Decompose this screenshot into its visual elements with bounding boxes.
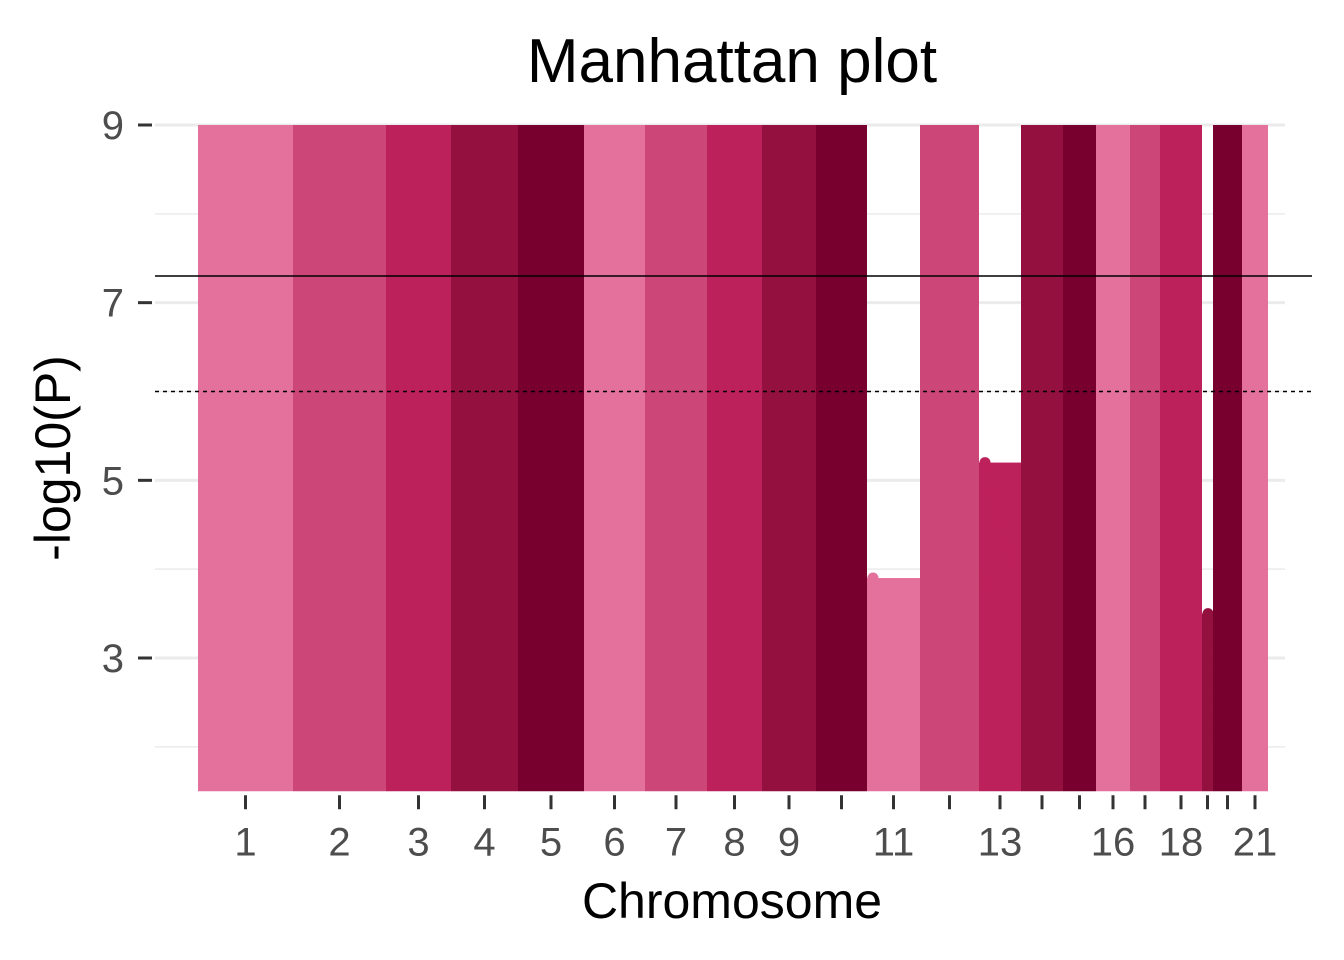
x-tick-label: 21 <box>1233 820 1278 864</box>
x-tick-label: 1 <box>234 820 256 864</box>
y-tick-label: 5 <box>102 459 124 503</box>
chromosome-13-outlier <box>979 457 991 469</box>
chromosome-10-points <box>816 125 867 792</box>
y-axis: 3 5 7 9 <box>102 104 152 681</box>
chromosome-8-points <box>707 125 762 792</box>
chromosome-13-outlier <box>998 525 1010 537</box>
chromosome-19-outlier <box>1202 689 1214 701</box>
y-tick-label: 7 <box>102 282 124 326</box>
chromosome-15-points <box>1063 125 1096 792</box>
x-tick-label: 8 <box>723 820 745 864</box>
chromosome-13-outlier <box>984 470 996 482</box>
chromosome-13-outlier <box>996 511 1008 523</box>
chromosome-18-points <box>1160 125 1202 792</box>
chromosome-11-outlier <box>872 696 884 708</box>
chromosome-19-outlier <box>1202 634 1214 646</box>
x-tick-label: 7 <box>665 820 687 864</box>
x-tick-label: 11 <box>873 820 915 864</box>
chromosome-17-points <box>1130 125 1160 792</box>
x-tick-label: 6 <box>603 820 625 864</box>
chromosome-5-points <box>518 125 584 792</box>
chromosome-19-outlier <box>1202 621 1214 633</box>
y-axis-title: -log10(P) <box>25 355 81 561</box>
chromosome-13-outlier <box>1003 538 1015 550</box>
chromosome-13-outlier <box>991 497 1003 509</box>
chromosome-16-points <box>1096 125 1130 792</box>
x-tick-label: 4 <box>473 820 495 864</box>
chromosome-11-outlier <box>867 572 879 584</box>
chromosome-11-outlier <box>876 668 888 680</box>
chromosome-1-points <box>198 125 293 792</box>
x-tick-label: 2 <box>328 820 350 864</box>
x-tick-label: 5 <box>540 820 562 864</box>
chromosome-13-outlier <box>982 580 994 592</box>
chromosome-bands <box>198 125 1268 792</box>
chromosome-19-outlier <box>1202 662 1214 674</box>
chromosome-19-outlier <box>1202 717 1214 729</box>
chromosome-19-points <box>1202 613 1213 792</box>
chromosome-19-outlier <box>1202 676 1214 688</box>
chromosome-21-points <box>1242 125 1268 792</box>
chromosome-11-outlier <box>897 681 909 693</box>
chromosome-19-outlier <box>1202 608 1214 620</box>
chromosome-13-outlier <box>980 566 992 578</box>
chromosome-11-outlier <box>905 626 917 638</box>
chart-title: Manhattan plot <box>527 27 937 96</box>
chromosome-20-points <box>1213 125 1242 792</box>
x-tick-label: 9 <box>778 820 800 864</box>
chromosome-19-outlier <box>1202 648 1214 660</box>
chromosome-13-outlier <box>989 483 1001 495</box>
chromosome-11-outlier <box>868 599 880 611</box>
chromosome-13-outlier <box>1005 553 1017 565</box>
chromosome-6-points <box>584 125 645 792</box>
y-tick-label: 3 <box>102 637 124 681</box>
x-tick-label: 13 <box>978 820 1023 864</box>
x-tick-label: 18 <box>1159 820 1204 864</box>
y-tick-label: 9 <box>102 104 124 148</box>
threshold-lines <box>155 275 1312 393</box>
x-tick-label: 3 <box>407 820 429 864</box>
chromosome-11-outlier <box>888 585 900 597</box>
chromosome-11-points <box>867 578 920 792</box>
chromosome-19-outlier <box>1202 731 1214 743</box>
chromosome-9-points <box>762 125 816 792</box>
chromosome-2-points <box>293 125 386 792</box>
chromosome-14-points <box>1021 125 1063 792</box>
x-tick-label: 16 <box>1091 820 1136 864</box>
chromosome-13-outlier <box>1007 567 1019 579</box>
x-axis-title: Chromosome <box>582 873 882 929</box>
x-axis: 1 2 3 4 5 6 7 8 9 11 13 16 18 21 <box>234 795 1277 864</box>
chromosome-11-outlier <box>884 613 896 625</box>
chromosome-12-points <box>920 125 979 792</box>
chromosome-19-outlier <box>1202 704 1214 716</box>
chromosome-11-outlier <box>904 600 916 612</box>
chromosome-7-points <box>645 125 707 792</box>
chromosome-11-outlier <box>880 640 892 652</box>
chromosome-4-points <box>451 125 518 792</box>
chromosome-11-outlier <box>901 654 913 666</box>
chromosome-3-points <box>386 125 451 792</box>
